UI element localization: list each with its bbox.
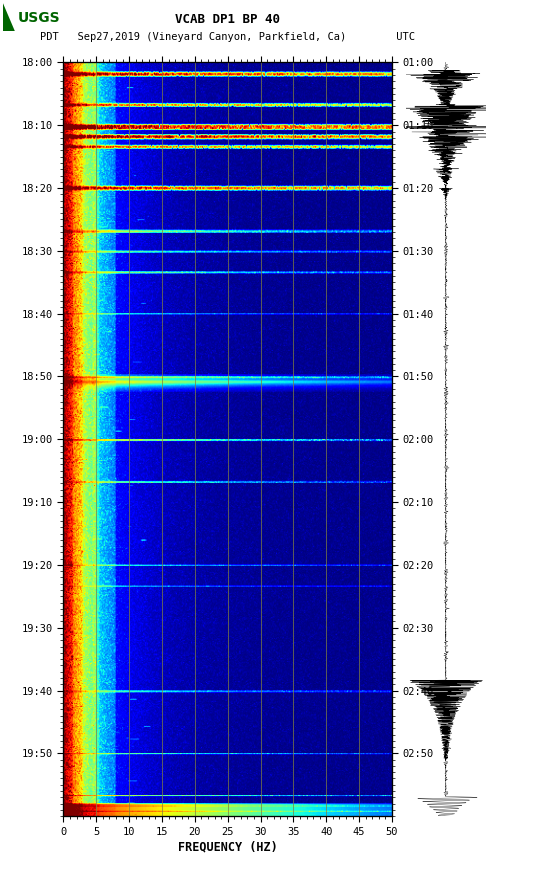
Text: PDT   Sep27,2019 (Vineyard Canyon, Parkfield, Ca)        UTC: PDT Sep27,2019 (Vineyard Canyon, Parkfie… (40, 32, 415, 43)
X-axis label: FREQUENCY (HZ): FREQUENCY (HZ) (178, 841, 278, 854)
Text: VCAB DP1 BP 40: VCAB DP1 BP 40 (175, 13, 280, 26)
Polygon shape (3, 3, 15, 31)
Text: USGS: USGS (18, 11, 61, 24)
